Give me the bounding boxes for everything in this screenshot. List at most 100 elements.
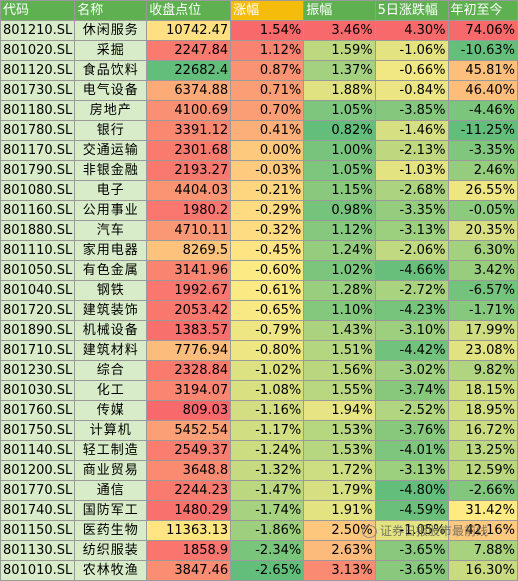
cell-amplitude: 1.05% [303, 100, 376, 121]
cell-amplitude: 1.91% [303, 500, 376, 521]
cell-amplitude: 3.13% [303, 560, 376, 581]
table-row: 801760.SL 传媒 809.03 -1.16% 1.94% -2.52% 18.95% [0, 400, 518, 421]
cell-change: 0.87% [230, 60, 305, 81]
cell-amplitude: 1.02% [303, 260, 376, 281]
cell-change5d: -1.46% [374, 120, 449, 141]
table-row: 801010.SL 农林牧渔 3847.46 -2.65% 3.13% -3.65% 16.… [0, 560, 518, 581]
table-row: 801130.SL 纺织服装 1858.9 -2.34% 2.63% -3.65% 7.88… [0, 540, 518, 561]
cell-name: 化工 [74, 380, 148, 401]
cell-name: 电子 [74, 180, 148, 201]
header-change[interactable]: 涨幅 [230, 0, 305, 21]
cell-close: 4100.69 [146, 100, 232, 121]
cell-ytd: 3.42% [447, 260, 518, 281]
cell-name: 电气设备 [74, 80, 148, 101]
cell-amplitude: 1.94% [303, 400, 376, 421]
table-row: 801210.SL 休闲服务 10742.47 1.54% 3.46% 4.30% 74.0… [0, 20, 518, 41]
cell-close: 2301.68 [146, 140, 232, 161]
cell-change5d: -4.42% [374, 340, 449, 361]
cell-ytd: -4.46% [447, 100, 518, 121]
cell-name: 通信 [74, 480, 148, 501]
header-5day-change[interactable]: 5日涨跌幅 [374, 0, 449, 21]
cell-amplitude: 0.98% [303, 200, 376, 221]
table-body: 801210.SL 休闲服务 10742.47 1.54% 3.46% 4.30% 74.0… [0, 20, 518, 581]
cell-change: 0.70% [230, 100, 305, 121]
cell-change: -1.08% [230, 380, 305, 401]
cell-change: -1.17% [230, 420, 305, 441]
cell-name: 农林牧渔 [74, 560, 148, 581]
cell-change: -0.65% [230, 300, 305, 321]
cell-code: 801010.SL [0, 560, 76, 581]
cell-name: 家用电器 [74, 240, 148, 261]
cell-code: 801730.SL [0, 80, 76, 101]
cell-change: 1.12% [230, 40, 305, 61]
cell-close: 10742.47 [146, 20, 232, 41]
cell-change: -1.74% [230, 500, 305, 521]
header-code[interactable]: 代码 [0, 0, 76, 21]
cell-ytd: 42.16% [447, 520, 518, 541]
cell-change: -1.02% [230, 360, 305, 381]
cell-change: -0.21% [230, 180, 305, 201]
table-row: 801730.SL 电气设备 6374.88 0.71% 1.88% -0.84% 46.4… [0, 80, 518, 101]
header-ytd[interactable]: 年初至今 [447, 0, 518, 21]
cell-ytd: 20.35% [447, 220, 518, 241]
cell-close: 7776.94 [146, 340, 232, 361]
cell-change: 0.71% [230, 80, 305, 101]
cell-change5d: -1.05% [374, 520, 449, 541]
cell-code: 801160.SL [0, 200, 76, 221]
cell-ytd: 6.30% [447, 240, 518, 261]
table-row: 801880.SL 汽车 4710.11 -0.32% 1.12% -3.13% 20.35… [0, 220, 518, 241]
cell-change5d: -4.59% [374, 500, 449, 521]
cell-amplitude: 2.50% [303, 520, 376, 541]
cell-change5d: -3.13% [374, 220, 449, 241]
table-row: 801750.SL 计算机 5452.54 -1.17% 1.53% -3.76% 16.7… [0, 420, 518, 441]
cell-change5d: -4.23% [374, 300, 449, 321]
header-name[interactable]: 名称 [74, 0, 148, 21]
cell-close: 1858.9 [146, 540, 232, 561]
cell-change5d: -2.13% [374, 140, 449, 161]
cell-ytd: 16.72% [447, 420, 518, 441]
cell-amplitude: 1.59% [303, 40, 376, 61]
cell-close: 2053.42 [146, 300, 232, 321]
cell-ytd: -11.25% [447, 120, 518, 141]
cell-close: 3194.07 [146, 380, 232, 401]
cell-code: 801140.SL [0, 440, 76, 461]
cell-code: 801180.SL [0, 100, 76, 121]
table-row: 801020.SL 采掘 2247.84 1.12% 1.59% -1.06% -10.63… [0, 40, 518, 61]
cell-change5d: 4.30% [374, 20, 449, 41]
cell-close: 3141.96 [146, 260, 232, 281]
cell-ytd: 74.06% [447, 20, 518, 41]
header-close[interactable]: 收盘点位 [146, 0, 232, 21]
cell-name: 钢铁 [74, 280, 148, 301]
header-amplitude[interactable]: 振幅 [303, 0, 376, 21]
cell-close: 2247.84 [146, 40, 232, 61]
cell-amplitude: 1.72% [303, 460, 376, 481]
table-row: 801890.SL 机械设备 1383.57 -0.79% 1.43% -3.10% 17.… [0, 320, 518, 341]
cell-close: 11363.13 [146, 520, 232, 541]
cell-amplitude: 1.56% [303, 360, 376, 381]
cell-amplitude: 3.46% [303, 20, 376, 41]
cell-code: 801170.SL [0, 140, 76, 161]
cell-name: 非银金融 [74, 160, 148, 181]
header-row: 代码 名称 收盘点位 涨幅 振幅 5日涨跌幅 年初至今 [0, 0, 518, 21]
cell-close: 2193.27 [146, 160, 232, 181]
cell-close: 6374.88 [146, 80, 232, 101]
cell-name: 汽车 [74, 220, 148, 241]
cell-code: 801790.SL [0, 160, 76, 181]
cell-name: 医药生物 [74, 520, 148, 541]
table-row: 801770.SL 通信 2244.23 -1.47% 1.79% -4.80% -2.66… [0, 480, 518, 501]
cell-amplitude: 1.24% [303, 240, 376, 261]
table-row: 801160.SL 公用事业 1980.2 -0.29% 0.98% -3.35% -0.0… [0, 200, 518, 221]
cell-amplitude: 1.88% [303, 80, 376, 101]
cell-ytd: 18.15% [447, 380, 518, 401]
cell-ytd: 2.46% [447, 160, 518, 181]
cell-close: 8269.5 [146, 240, 232, 261]
table-row: 801200.SL 商业贸易 3648.8 -1.32% 1.72% -3.13% 12.5… [0, 460, 518, 481]
cell-change: -0.32% [230, 220, 305, 241]
cell-code: 801120.SL [0, 60, 76, 81]
table-row: 801140.SL 轻工制造 2549.37 -1.24% 1.53% -4.01% 13.… [0, 440, 518, 461]
table-row: 801740.SL 国防军工 1480.29 -1.74% 1.91% -4.59% 31.… [0, 500, 518, 521]
cell-change5d: -2.68% [374, 180, 449, 201]
cell-change: -0.03% [230, 160, 305, 181]
cell-amplitude: 1.00% [303, 140, 376, 161]
